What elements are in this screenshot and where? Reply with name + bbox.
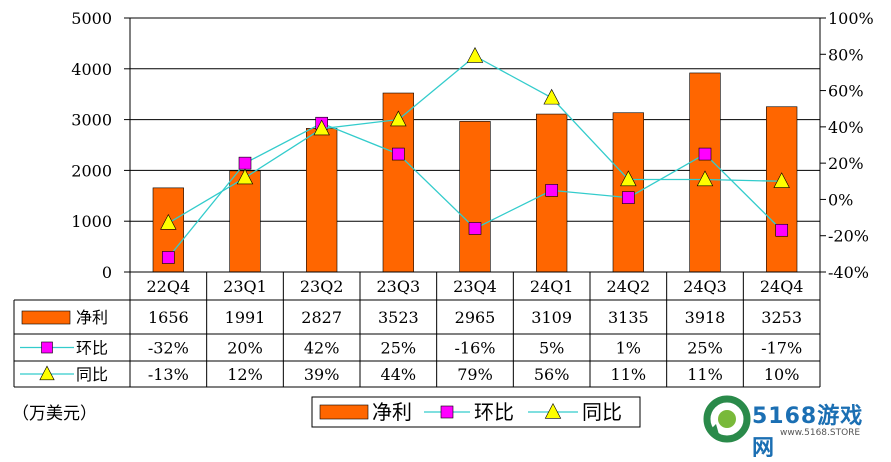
table-cell-value: 1% xyxy=(616,339,641,358)
y-right-tick-label: 80% xyxy=(828,45,864,64)
unit-label: （万美元） xyxy=(12,404,97,424)
table-cell-value: 3109 xyxy=(531,308,572,327)
series-qoq-point xyxy=(545,184,558,197)
legend-key-bar xyxy=(319,404,369,420)
x-category-label: 23Q1 xyxy=(223,277,267,296)
watermark-logo-icon xyxy=(703,395,751,443)
data-table: 22Q4 23Q1 23Q2 23Q3 23Q4 24Q1 24Q2 24Q3 24Q4 净利 16… xyxy=(13,271,821,388)
row-key-marker xyxy=(41,341,53,354)
table-cell-value: 56% xyxy=(534,365,570,384)
bar-net-profit xyxy=(766,106,798,273)
y-right-tick-label: -20% xyxy=(828,227,869,246)
series-qoq-point xyxy=(622,191,635,204)
table-cell-value: 2965 xyxy=(455,308,496,327)
table-cell-value: 12% xyxy=(227,365,263,384)
x-category-label: 24Q1 xyxy=(530,277,574,296)
row-key-marker xyxy=(39,365,55,381)
series-qoq-point xyxy=(698,147,712,161)
table-cell-value: 2827 xyxy=(301,308,342,327)
legend-key-marker xyxy=(544,402,562,419)
table-cell-value: -32% xyxy=(148,339,189,358)
y-left-tick-label: 0 xyxy=(102,263,112,282)
bar-net-profit xyxy=(459,121,491,273)
y-right-tick-label: 60% xyxy=(828,82,864,101)
table-cell-value: 5% xyxy=(539,339,564,358)
x-category-label: 24Q4 xyxy=(760,277,804,296)
legend-label-net-profit: 净利 xyxy=(372,400,412,424)
series-yoy-point xyxy=(773,172,790,188)
series-yoy-point xyxy=(390,110,407,127)
y-left-tick-label: 3000 xyxy=(71,111,112,130)
x-category-label: 23Q3 xyxy=(377,277,421,296)
x-category-label: 23Q4 xyxy=(453,277,497,296)
y-right-tick-label: 20% xyxy=(828,154,864,173)
y-right-tick-label: -40% xyxy=(828,263,869,282)
table-cell-value: 25% xyxy=(381,339,417,358)
x-category-label: 24Q2 xyxy=(607,277,651,296)
x-category-label: 24Q3 xyxy=(683,277,727,296)
table-cell-value: 42% xyxy=(304,339,340,358)
y-left-tick-label: 5000 xyxy=(71,9,112,28)
y-right-tick-label: 0% xyxy=(828,190,853,209)
table-cell-value: 3135 xyxy=(608,308,649,327)
x-category-label: 23Q2 xyxy=(300,277,344,296)
x-category-label: 22Q4 xyxy=(147,277,191,296)
table-cell-value: -16% xyxy=(455,339,496,358)
series-qoq-point xyxy=(392,147,405,161)
series-yoy-point xyxy=(620,170,637,187)
table-cell-value: -17% xyxy=(761,339,802,358)
table-cell-value: 3918 xyxy=(685,308,726,327)
table-cell-value: 25% xyxy=(687,339,723,358)
series-yoy-point xyxy=(236,168,254,185)
y-right-tick-label: 40% xyxy=(828,118,864,137)
chart-svg: 0 1000 2000 3000 4000 5000 -40% -20% 0% 20% 40% 60%… xyxy=(12,9,874,428)
table-cell-value: 44% xyxy=(381,365,417,384)
legend: 净利 环比 同比 xyxy=(311,396,641,428)
table-cell-value: 3523 xyxy=(378,308,419,327)
bar-net-profit xyxy=(306,128,338,273)
series-yoy-point xyxy=(466,47,484,63)
y-left-tick-label: 1000 xyxy=(71,212,112,231)
series-qoq-point xyxy=(162,251,175,264)
series-qoq-point xyxy=(238,156,252,170)
row-series-name: 环比 xyxy=(76,339,108,358)
table-cell-value: 1656 xyxy=(148,308,189,327)
y-right-tick-label: 100% xyxy=(828,9,874,28)
row-key-bar xyxy=(21,310,71,325)
table-cell-value: 39% xyxy=(304,365,340,384)
table-cell-value: 11% xyxy=(611,365,647,384)
table-cell-value: 10% xyxy=(764,365,800,384)
row-series-name: 净利 xyxy=(76,308,108,327)
watermark-logo: 5168游戏网 www.5168.STORE xyxy=(700,392,885,461)
table-cell-value: 3253 xyxy=(761,308,802,327)
bar-net-profit xyxy=(229,170,261,273)
watermark-url: www.5168.STORE xyxy=(780,428,861,438)
y-left-tick-label: 4000 xyxy=(71,60,112,79)
chart-container: 0 1000 2000 3000 4000 5000 -40% -20% 0% 20% 40% 60%… xyxy=(12,9,885,461)
bar-layer xyxy=(152,72,798,273)
table-cell-value: 79% xyxy=(457,365,493,384)
watermark-brand: 5168游戏网 xyxy=(752,404,864,461)
row-series-name: 同比 xyxy=(76,365,108,384)
series-yoy-point xyxy=(160,213,177,230)
table-cell-value: 11% xyxy=(687,365,723,384)
series-qoq-point xyxy=(775,223,788,237)
series-yoy-point xyxy=(696,170,714,187)
table-cell-value: 1991 xyxy=(225,308,266,327)
line-layer xyxy=(160,47,790,264)
table-cell-value: 20% xyxy=(227,339,263,358)
y-left-tick-label: 2000 xyxy=(71,161,112,180)
legend-label-yoy: 同比 xyxy=(582,400,622,424)
axis-layer: 0 1000 2000 3000 4000 5000 -40% -20% 0% 20% 40% 60%… xyxy=(71,9,873,282)
table-cell-value: -13% xyxy=(148,365,189,384)
legend-label-qoq: 环比 xyxy=(474,400,514,424)
legend-key-marker xyxy=(440,405,454,419)
series-yoy-point xyxy=(543,88,560,105)
series-yoy-point xyxy=(313,119,330,136)
series-qoq-point xyxy=(468,222,482,235)
